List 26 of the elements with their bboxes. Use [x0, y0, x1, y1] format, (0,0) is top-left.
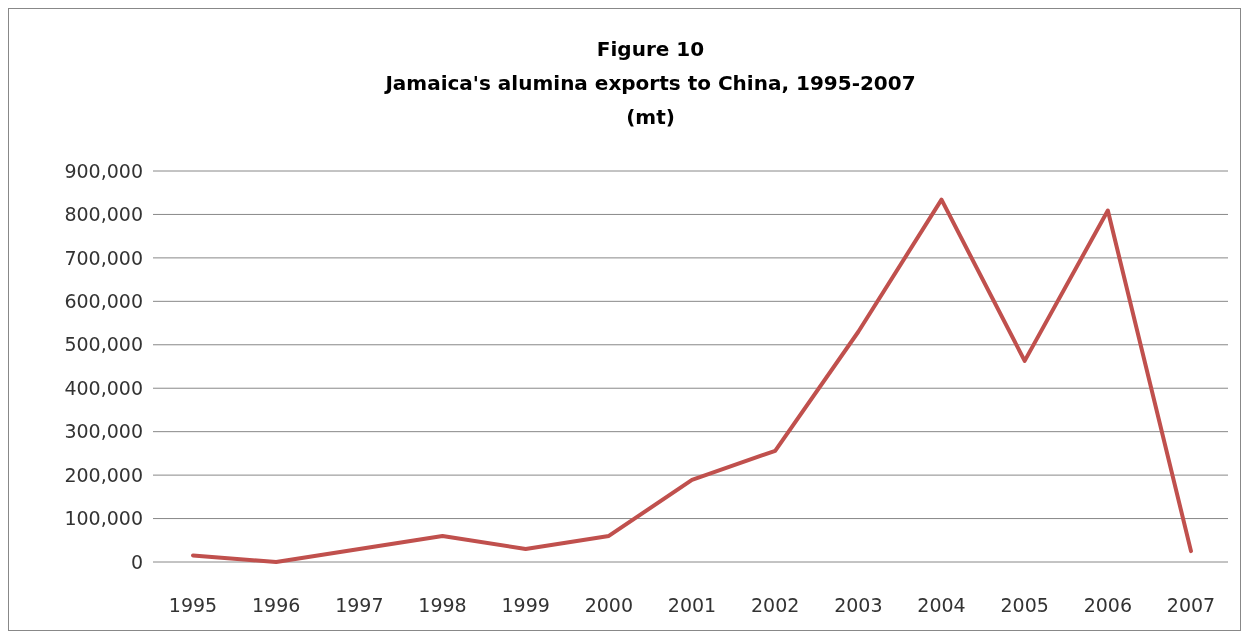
x-tick-label: 2006 [1083, 594, 1133, 616]
y-tick-label: 500,000 [64, 333, 143, 356]
chart-title: Figure 10 [596, 37, 705, 61]
x-tick-label: 2004 [917, 594, 966, 616]
x-tick-label: 1996 [251, 594, 301, 616]
y-tick-label: 900,000 [64, 159, 143, 182]
x-tick-label: 2001 [667, 594, 717, 616]
chart-subtitle: Jamaica's alumina exports to China, 1995-2007 (mt) [383, 71, 916, 129]
y-tick-label: 700,000 [64, 246, 143, 269]
y-tick-label: 100,000 [64, 507, 143, 530]
x-tick-label: 1998 [418, 594, 467, 616]
y-tick-label: 300,000 [64, 420, 143, 443]
x-tick-label: 1999 [501, 594, 550, 616]
x-tick-label: 2003 [834, 594, 883, 616]
x-tick-label: 2007 [1166, 594, 1216, 616]
x-tick-label: 1995 [168, 594, 218, 616]
y-tick-label: 0 [130, 550, 143, 573]
x-tick-label: 2005 [1000, 594, 1049, 616]
x-tick-label: 2000 [584, 594, 634, 616]
y-tick-label: 200,000 [64, 463, 143, 486]
x-tick-label: 2002 [750, 594, 800, 616]
line-series [191, 197, 1193, 564]
y-tick-label: 600,000 [64, 289, 143, 312]
x-tick-label: 1997 [335, 594, 384, 616]
y-tick-label: 800,000 [64, 203, 143, 226]
y-tick-label: 400,000 [64, 376, 143, 399]
